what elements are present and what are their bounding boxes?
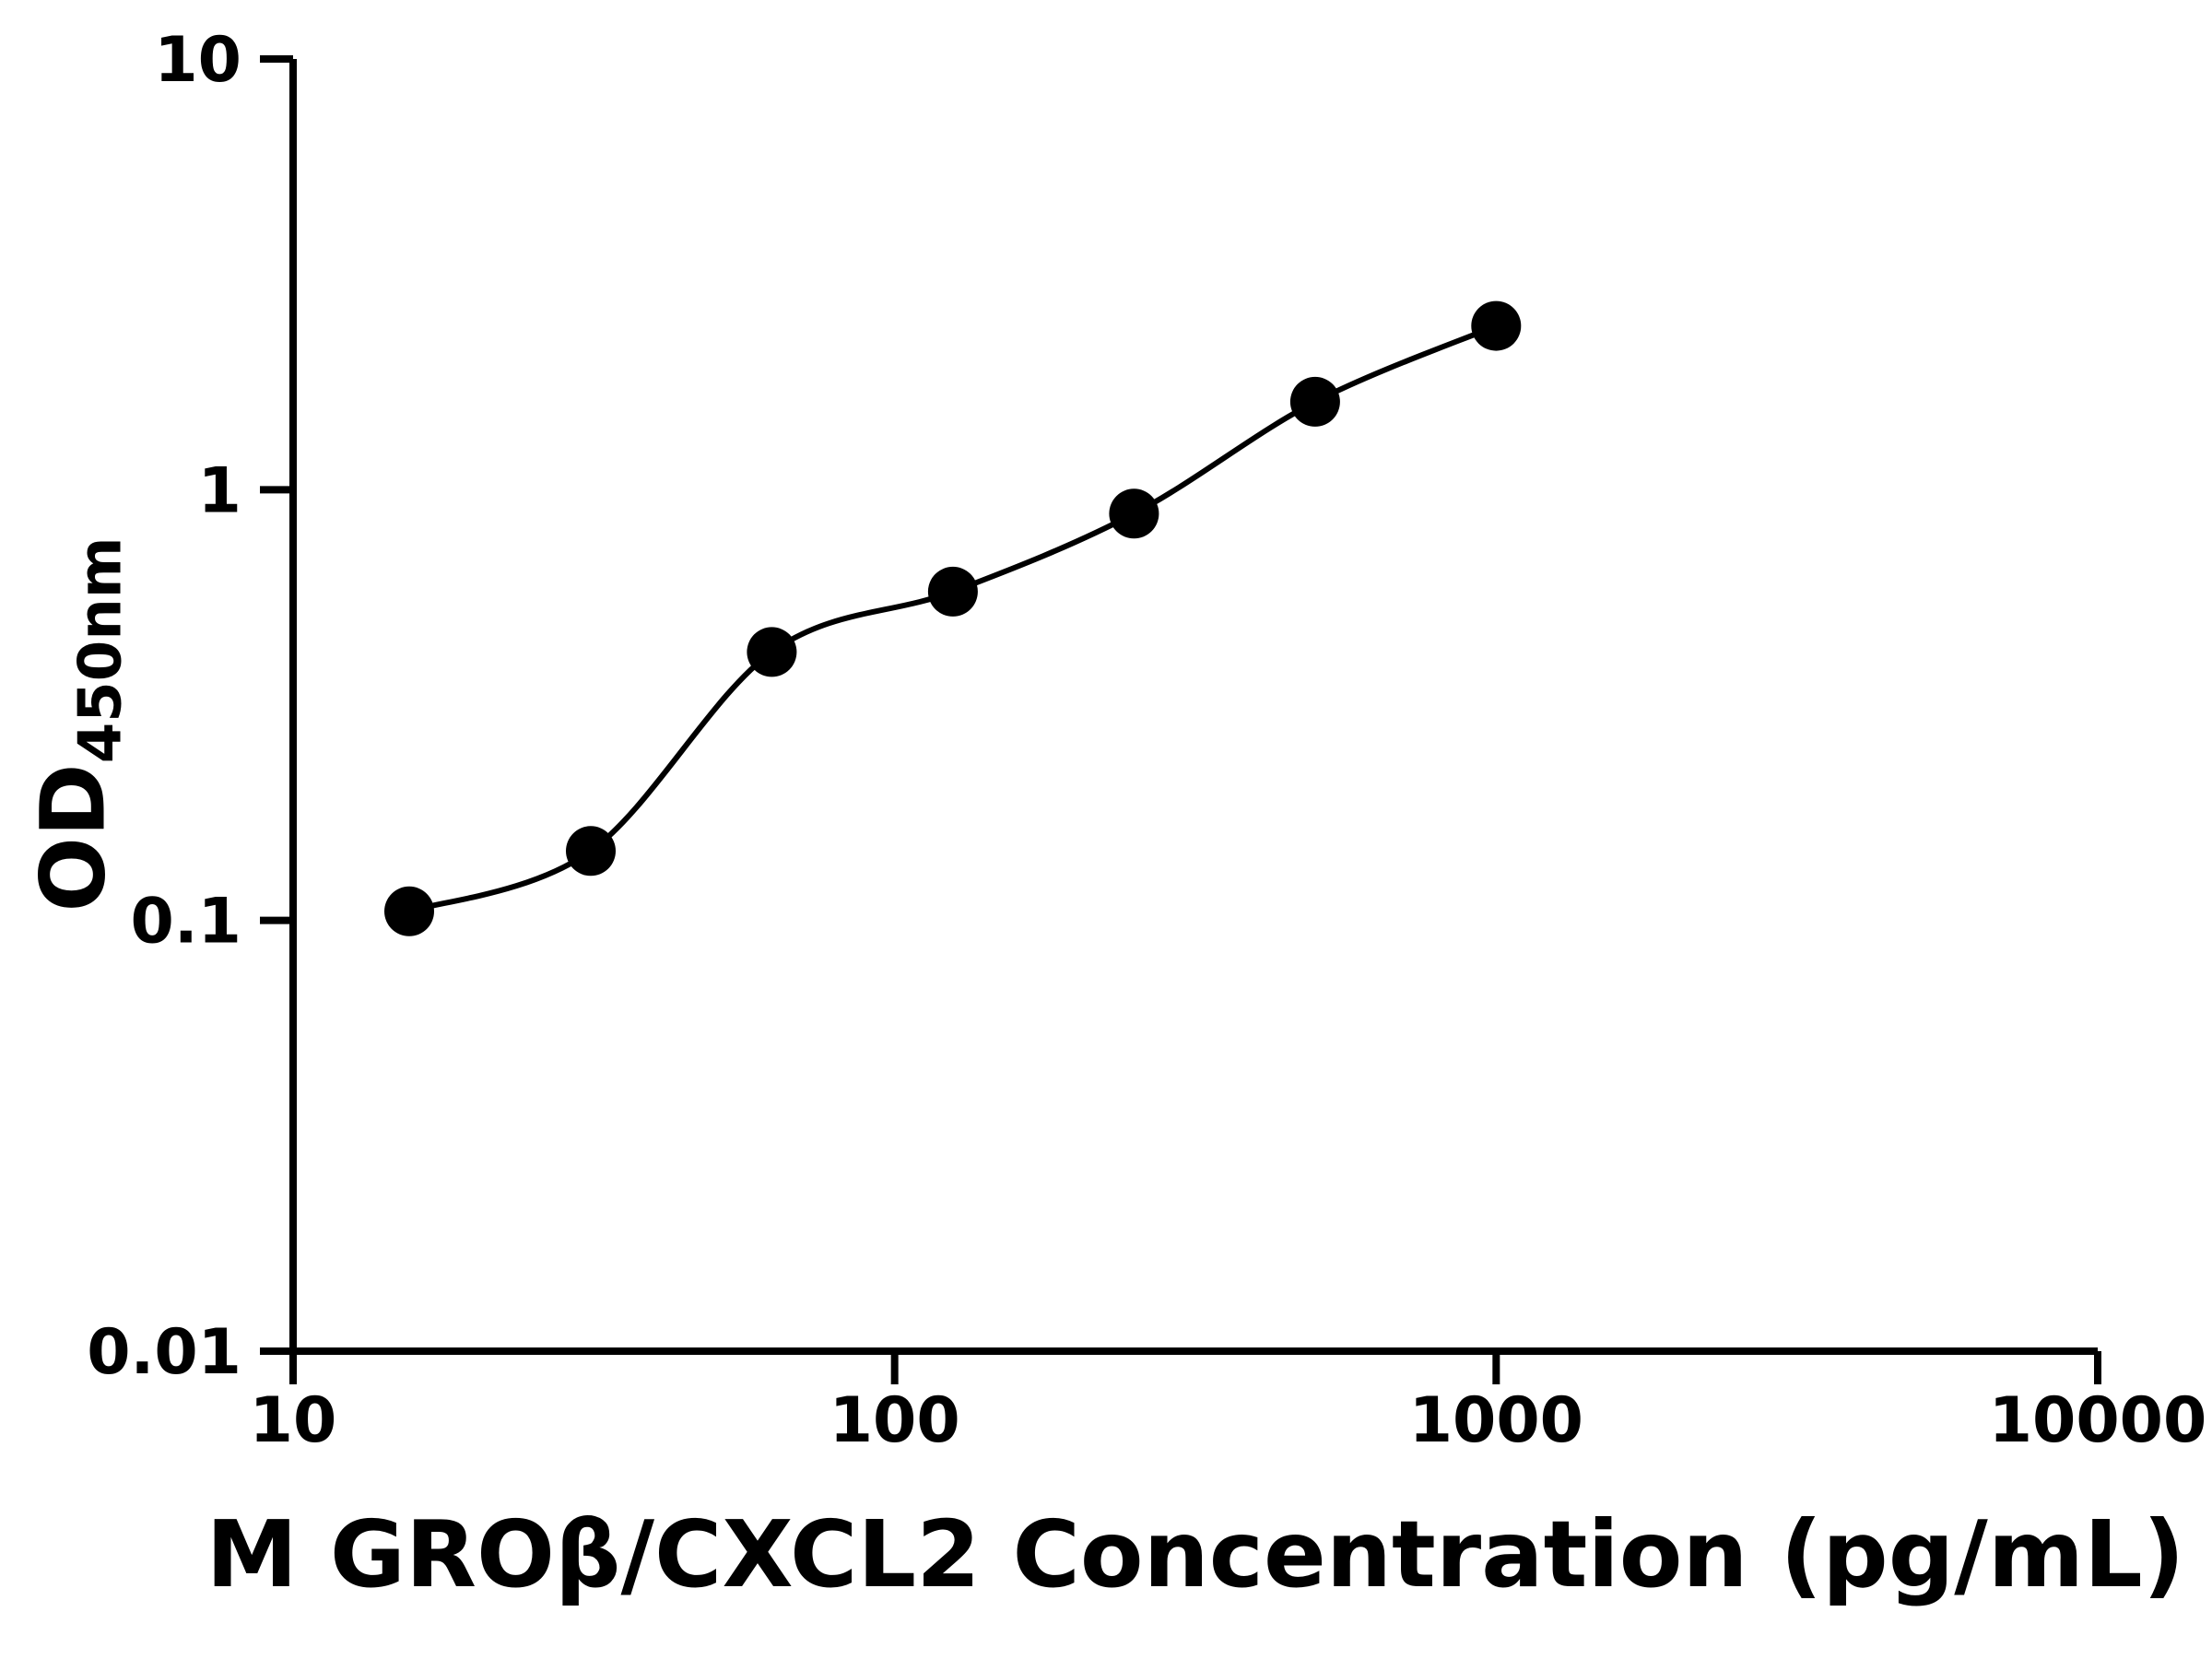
x-tick-label: 10 bbox=[250, 1384, 337, 1457]
data-point bbox=[1471, 300, 1522, 351]
y-tick-label: 0.01 bbox=[87, 1316, 241, 1389]
axes-spines bbox=[289, 59, 2098, 1355]
y-axis-label-main: OD bbox=[21, 763, 125, 912]
x-axis-label: M GROβ/CXCL2 Concentration (pg/mL) bbox=[206, 1500, 2185, 1608]
y-axis-label-subscript: 450nm bbox=[66, 536, 135, 764]
y-tick-label: 10 bbox=[154, 24, 241, 97]
y-tick-label: 1 bbox=[198, 454, 241, 527]
data-point bbox=[1289, 376, 1340, 427]
y-tick-label: 0.1 bbox=[131, 886, 241, 959]
y-axis-label: OD450nm bbox=[22, 536, 135, 912]
data-point bbox=[927, 566, 978, 617]
data-point bbox=[384, 886, 434, 936]
x-tick-label: 1000 bbox=[1409, 1384, 1583, 1457]
x-tick-label: 10000 bbox=[1989, 1384, 2207, 1457]
x-tick-label: 100 bbox=[830, 1384, 960, 1457]
data-point bbox=[566, 826, 616, 877]
data-point bbox=[747, 627, 797, 677]
data-point bbox=[1109, 488, 1159, 539]
